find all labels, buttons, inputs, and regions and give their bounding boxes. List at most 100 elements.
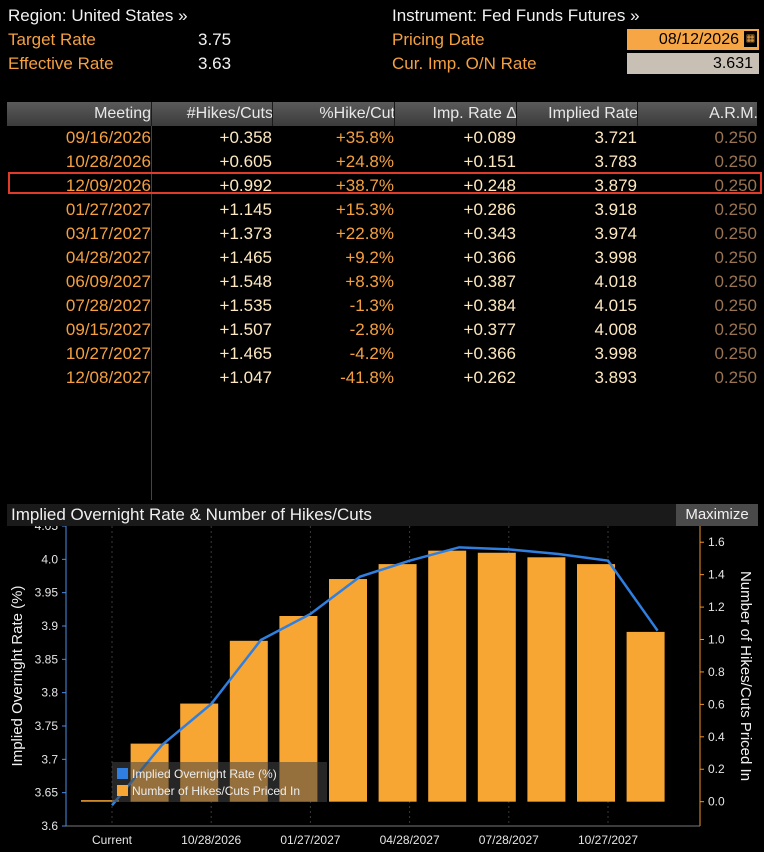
arm-value: 0.250	[714, 248, 757, 267]
left-tick-label: 3.6	[41, 819, 58, 833]
table-row[interactable]: 06/09/2027 +1.548 +8.3% +0.387 4.018 0.250	[7, 270, 757, 294]
table-row[interactable]: 10/27/2027 +1.465 -4.2% +0.366 3.998 0.250	[7, 342, 757, 366]
imp-rate-delta: +0.262	[463, 368, 516, 387]
hikes-cuts: +0.358	[219, 128, 272, 147]
hikes-bar	[428, 550, 467, 802]
target-rate-label: Target Rate	[8, 30, 96, 49]
col-hikes-cuts[interactable]: #Hikes/Cuts	[151, 102, 273, 126]
col-meeting[interactable]: Meeting	[94, 105, 151, 122]
left-tick-label: 4.0	[41, 552, 58, 566]
implied-rate: 3.998	[594, 344, 637, 363]
table-row[interactable]: 04/28/2027 +1.465 +9.2% +0.366 3.998 0.250	[7, 246, 757, 270]
effective-rate-value: 3.63	[198, 54, 232, 73]
chart-title: Implied Overnight Rate & Number of Hikes…	[11, 505, 372, 524]
pct-hike-cut: +15.3%	[335, 200, 394, 219]
hikes-cuts: +0.992	[219, 176, 272, 195]
arm-value: 0.250	[714, 128, 757, 147]
col-pct-hike-cut[interactable]: %Hike/Cut	[272, 102, 395, 126]
maximize-button[interactable]: Maximize	[676, 504, 758, 526]
arm-value: 0.250	[714, 200, 757, 219]
meeting-date: 01/27/2027	[65, 200, 151, 219]
x-tick-label: 07/28/2027	[479, 833, 539, 847]
right-axis-title: Number of Hikes/Cuts Priced In	[737, 571, 754, 781]
table-header: Meeting #Hikes/Cuts %Hike/Cut Imp. Rate …	[7, 102, 758, 126]
table-row[interactable]: 12/08/2027 +1.047 -41.8% +0.262 3.893 0.250	[7, 366, 757, 390]
arm-value: 0.250	[714, 320, 757, 339]
pct-hike-cut: +35.8%	[335, 128, 394, 147]
legend-swatch-bar	[117, 785, 128, 796]
table-row[interactable]: 01/27/2027 +1.145 +15.3% +0.286 3.918 0.250	[7, 198, 757, 222]
x-tick-label: 01/27/2027	[280, 833, 340, 847]
imp-rate-delta: +0.366	[463, 248, 516, 267]
implied-rate: 3.918	[594, 200, 637, 219]
region-selector[interactable]: Region: United States »	[8, 6, 188, 25]
calendar-icon[interactable]: ▦	[744, 31, 757, 47]
table-row[interactable]: 03/17/2027 +1.373 +22.8% +0.343 3.974 0.250	[7, 222, 757, 246]
imp-rate-delta: +0.151	[463, 152, 516, 171]
table-row[interactable]: 07/28/2027 +1.535 -1.3% +0.384 4.015 0.250	[7, 294, 757, 318]
col-imp-rate-delta[interactable]: Imp. Rate Δ	[394, 102, 517, 126]
rate-hikes-chart: 3.6 3.65 3.7 3.75 3.8 3.85 3.9 3.95 4.0 4.05 0.0 0.…	[9, 526, 754, 847]
col-implied-rate[interactable]: Implied Rate	[516, 102, 638, 126]
arm-value: 0.250	[714, 176, 757, 195]
instrument-selector[interactable]: Instrument: Fed Funds Futures »	[392, 6, 640, 25]
left-tick-label: 4.05	[35, 526, 59, 533]
hikes-cuts: +0.605	[219, 152, 272, 171]
x-tick-label: 04/28/2027	[380, 833, 440, 847]
left-axis-title: Implied Overnight Rate (%)	[9, 586, 26, 767]
left-tick-label: 3.7	[41, 752, 58, 766]
table-row[interactable]: 10/28/2026 +0.605 +24.8% +0.151 3.783 0.250	[7, 150, 757, 174]
pct-hike-cut: -41.8%	[340, 368, 394, 387]
implied-rate: 3.879	[594, 176, 637, 195]
meeting-date: 03/17/2027	[65, 224, 151, 243]
right-tick-label: 0.8	[708, 665, 725, 679]
imp-rate-delta: +0.343	[463, 224, 516, 243]
meeting-date: 09/15/2027	[65, 320, 151, 339]
arm-value: 0.250	[714, 272, 757, 291]
pricing-date-input[interactable]: 08/12/2026 ▦	[627, 29, 759, 50]
implied-rate: 3.783	[594, 152, 637, 171]
hikes-cuts: +1.145	[219, 200, 272, 219]
legend-label-bar: Number of Hikes/Cuts Priced In	[132, 784, 300, 798]
right-tick-label: 1.4	[708, 568, 725, 582]
pct-hike-cut: -4.2%	[349, 344, 394, 363]
implied-rate: 4.008	[594, 320, 637, 339]
implied-rate-line	[111, 546, 659, 807]
table-row[interactable]: 12/09/2026 +0.992 +38.7% +0.248 3.879 0.250	[7, 174, 757, 198]
table-row[interactable]: 09/16/2026 +0.358 +35.8% +0.089 3.721 0.250	[7, 126, 757, 150]
x-tick-label: Current	[92, 833, 133, 847]
highlighted-row-outline	[8, 172, 762, 194]
x-tick-label: 10/28/2026	[181, 833, 241, 847]
on-rate-field: 3.631	[627, 53, 759, 74]
legend-swatch-line	[117, 768, 128, 779]
arm-value: 0.250	[714, 152, 757, 171]
pricing-date-value: 08/12/2026	[658, 31, 739, 48]
implied-rate: 3.998	[594, 248, 637, 267]
pct-hike-cut: +9.2%	[345, 248, 394, 267]
imp-rate-delta: +0.089	[463, 128, 516, 147]
meeting-date: 06/09/2027	[65, 272, 151, 291]
left-tick-label: 3.65	[35, 786, 59, 800]
right-tick-label: 0.0	[708, 795, 725, 809]
table-body: 09/16/2026 +0.358 +35.8% +0.089 3.721 0.250 10…	[7, 126, 757, 500]
hikes-cuts: +1.465	[219, 248, 272, 267]
target-rate-value: 3.75	[198, 30, 232, 49]
right-tick-label: 1.2	[708, 600, 725, 614]
hikes-cuts: +1.507	[219, 320, 272, 339]
meeting-date: 12/09/2026	[65, 176, 151, 195]
hikes-bar	[477, 552, 516, 802]
arm-value: 0.250	[714, 296, 757, 315]
meeting-date: 10/28/2026	[65, 152, 151, 171]
imp-rate-delta: +0.248	[463, 176, 516, 195]
left-tick-label: 3.75	[35, 719, 59, 733]
pct-hike-cut: +8.3%	[345, 272, 394, 291]
pct-hike-cut: +24.8%	[335, 152, 394, 171]
hikes-bar	[329, 579, 367, 802]
left-tick-label: 3.95	[35, 586, 59, 600]
left-tick-label: 3.85	[35, 652, 59, 666]
column-divider	[151, 126, 152, 500]
table-row[interactable]: 09/15/2027 +1.507 -2.8% +0.377 4.008 0.250	[7, 318, 757, 342]
right-tick-label: 1.6	[708, 535, 725, 549]
implied-rate: 3.974	[594, 224, 637, 243]
col-arm[interactable]: A.R.M.	[637, 102, 758, 126]
